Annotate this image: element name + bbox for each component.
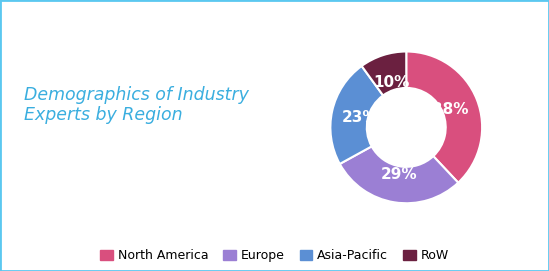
Text: 29%: 29% [380,167,417,182]
Wedge shape [362,51,406,95]
Wedge shape [330,66,383,164]
Text: 23%: 23% [342,109,378,125]
Text: 10%: 10% [373,75,410,90]
Legend: North America, Europe, Asia-Pacific, RoW: North America, Europe, Asia-Pacific, RoW [100,249,449,262]
Wedge shape [340,146,458,203]
Wedge shape [406,51,482,183]
Text: 38%: 38% [432,102,468,117]
Text: Demographics of Industry
Experts by Region: Demographics of Industry Experts by Regi… [24,86,249,124]
